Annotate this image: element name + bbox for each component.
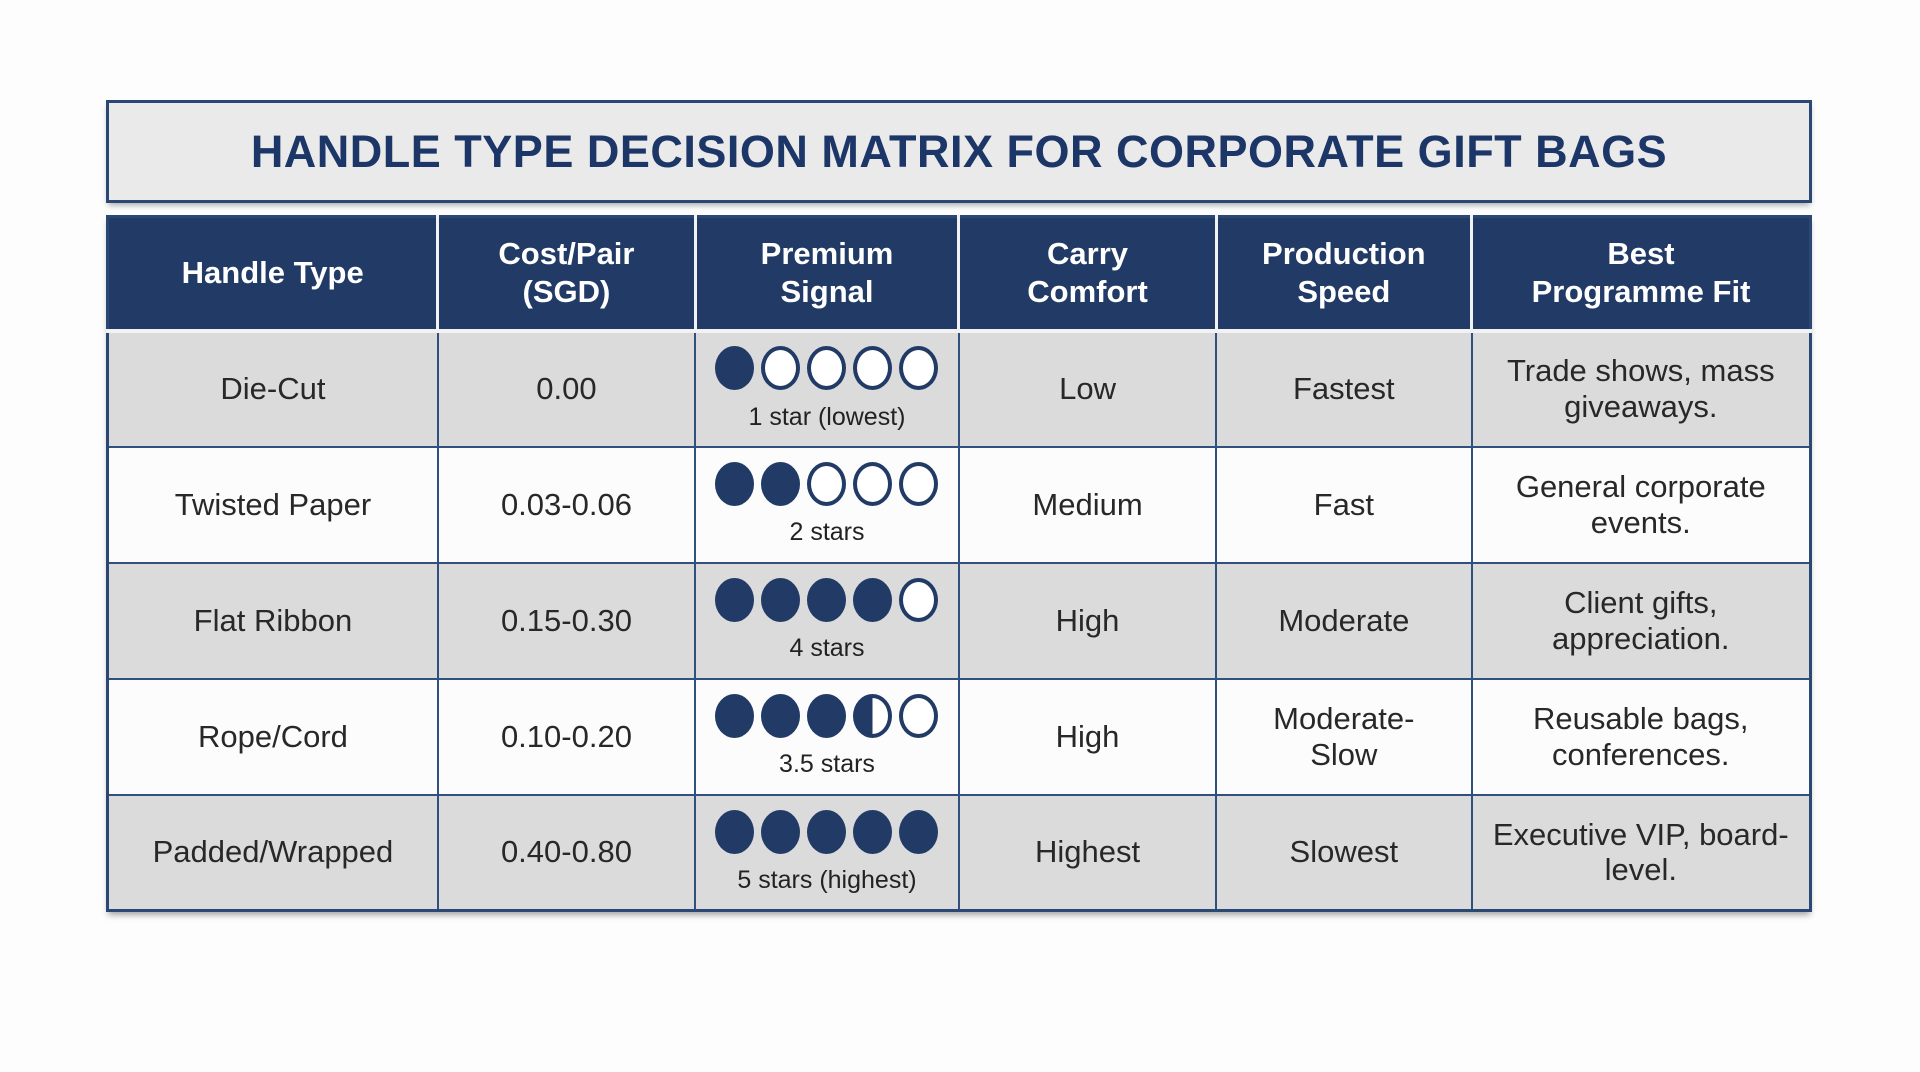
rating-dots — [715, 809, 939, 854]
rating-dot-empty — [899, 346, 939, 391]
col-header-best-programme-fit: Best Programme Fit — [1471, 216, 1812, 333]
table-row: Padded/Wrapped 0.40-0.80 5 stars (highes… — [106, 793, 1812, 912]
rating-label: 3.5 stars — [779, 750, 875, 779]
col-header-carry-comfort: Carry Comfort — [958, 216, 1218, 333]
table-row: Die-Cut 0.00 1 star (lowest) Low Fastest… — [106, 329, 1812, 448]
cell-cost-pair: 0.10-0.20 — [436, 677, 697, 796]
rating-dot-filled — [807, 577, 847, 622]
decision-matrix-table: Handle Type Cost/Pair (SGD) Premium Sign… — [106, 215, 1812, 912]
cell-premium-signal: 5 stars (highest) — [694, 793, 960, 912]
cell-cost-pair: 0.15-0.30 — [436, 561, 697, 680]
rating-dot-empty — [853, 461, 893, 506]
cell-production-speed: Fastest — [1215, 329, 1473, 448]
rating-dots — [715, 693, 939, 738]
rating-dot-empty — [899, 693, 939, 738]
rating-label: 2 stars — [789, 518, 865, 547]
cell-production-speed: Moderate — [1215, 561, 1473, 680]
cell-carry-comfort: Highest — [957, 793, 1218, 912]
cell-cost-pair: 0.40-0.80 — [436, 793, 697, 912]
cell-production-speed: Moderate-Slow — [1215, 677, 1473, 796]
rating-label: 1 star (lowest) — [748, 402, 906, 431]
rating-dot-empty — [899, 461, 939, 506]
cell-carry-comfort: Medium — [957, 445, 1218, 564]
cell-premium-signal: 1 star (lowest) — [694, 329, 960, 448]
rating-dot-empty — [899, 577, 939, 622]
cell-best-programme-fit: Reusable bags, conferences. — [1470, 677, 1812, 796]
rating-dot-empty — [807, 461, 847, 506]
rating-dot-filled — [715, 346, 755, 391]
cell-premium-signal: 3.5 stars — [694, 677, 960, 796]
cell-carry-comfort: High — [957, 677, 1218, 796]
cell-best-programme-fit: Trade shows, mass giveaways. — [1470, 329, 1812, 448]
table-row: Twisted Paper 0.03-0.06 2 stars Medium F… — [106, 445, 1812, 564]
rating-label: 5 stars (highest) — [737, 866, 917, 895]
rating-dot-filled — [853, 577, 893, 622]
rating-dot-filled — [715, 577, 755, 622]
rating-dot-filled — [761, 577, 801, 622]
cell-carry-comfort: High — [957, 561, 1218, 680]
cell-handle-type: Flat Ribbon — [106, 561, 439, 680]
col-header-cost-pair: Cost/Pair (SGD) — [437, 216, 697, 333]
rating-dot-empty — [761, 346, 801, 391]
col-header-premium-signal: Premium Signal — [695, 216, 961, 333]
cell-best-programme-fit: Client gifts, appreciation. — [1470, 561, 1812, 680]
rating-dot-filled — [715, 461, 755, 506]
rating-dot-filled — [715, 693, 755, 738]
cell-best-programme-fit: Executive VIP, board-level. — [1470, 793, 1812, 912]
rating-dot-half — [853, 693, 893, 738]
page-title: HANDLE TYPE DECISION MATRIX FOR CORPORAT… — [250, 125, 1668, 177]
rating-dot-filled — [853, 809, 893, 854]
cell-cost-pair: 0.00 — [436, 329, 697, 448]
cell-premium-signal: 4 stars — [694, 561, 960, 680]
rating-dot-filled — [761, 809, 801, 854]
cell-handle-type: Rope/Cord — [106, 677, 439, 796]
header-row: Handle Type Cost/Pair (SGD) Premium Sign… — [107, 216, 1812, 333]
rating-dots — [715, 461, 939, 506]
rating-dot-filled — [715, 809, 755, 854]
rating-dots — [715, 577, 939, 622]
title-box: HANDLE TYPE DECISION MATRIX FOR CORPORAT… — [106, 100, 1812, 203]
cell-handle-type: Padded/Wrapped — [106, 793, 439, 912]
rating-dot-filled — [899, 809, 939, 854]
rating-dots — [715, 346, 939, 391]
col-header-production-speed: Production Speed — [1216, 216, 1474, 333]
rating-dot-filled — [761, 693, 801, 738]
cell-handle-type: Die-Cut — [106, 329, 439, 448]
table-body: Die-Cut 0.00 1 star (lowest) Low Fastest… — [106, 329, 1812, 912]
rating-dot-empty — [807, 346, 847, 391]
rating-dot-filled — [807, 809, 847, 854]
table-row: Flat Ribbon 0.15-0.30 4 stars High Moder… — [106, 561, 1812, 680]
rating-label: 4 stars — [789, 634, 865, 663]
rating-dot-empty — [853, 346, 893, 391]
cell-carry-comfort: Low — [957, 329, 1218, 448]
rating-dot-filled — [761, 461, 801, 506]
col-header-handle-type: Handle Type — [107, 216, 440, 333]
cell-production-speed: Fast — [1215, 445, 1473, 564]
cell-premium-signal: 2 stars — [694, 445, 960, 564]
rating-dot-filled — [807, 693, 847, 738]
cell-best-programme-fit: General corporate events. — [1470, 445, 1812, 564]
cell-handle-type: Twisted Paper — [106, 445, 439, 564]
cell-cost-pair: 0.03-0.06 — [436, 445, 697, 564]
cell-production-speed: Slowest — [1215, 793, 1473, 912]
table-row: Rope/Cord 0.10-0.20 3.5 stars High Moder… — [106, 677, 1812, 796]
